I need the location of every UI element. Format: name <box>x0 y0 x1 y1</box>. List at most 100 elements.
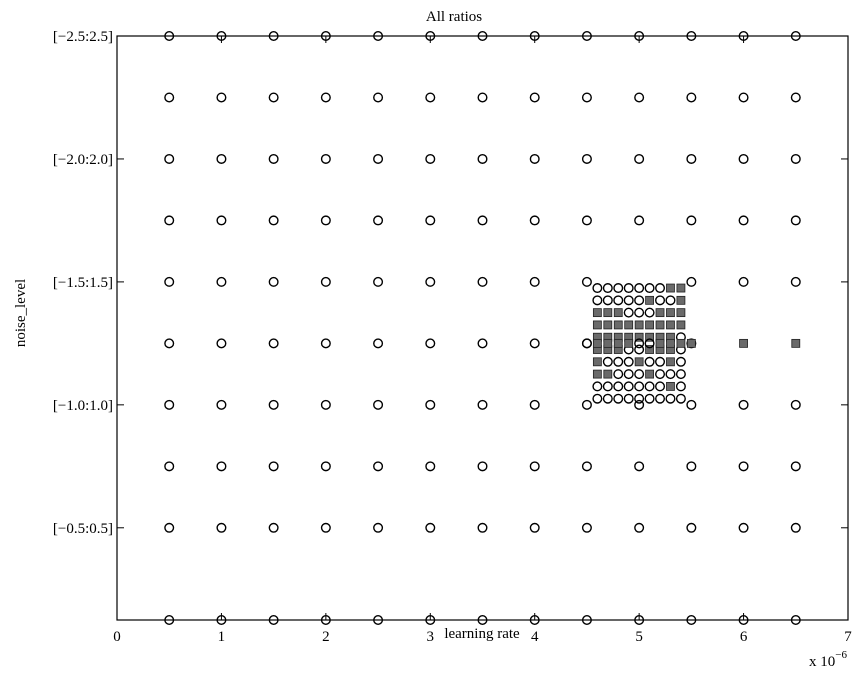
data-point-circle <box>790 153 801 164</box>
data-point-circle <box>738 615 749 626</box>
data-point-circle <box>665 295 676 306</box>
data-point-circle <box>655 283 666 294</box>
data-point-circle <box>320 615 331 626</box>
data-point-circle <box>425 615 436 626</box>
data-point-circle <box>425 399 436 410</box>
plot-area-frame <box>116 35 849 621</box>
data-point-circle <box>268 153 279 164</box>
data-point-square <box>655 308 665 318</box>
data-point-circle <box>738 31 749 42</box>
data-point-square <box>634 320 644 330</box>
data-point-circle <box>634 369 645 380</box>
data-point-circle <box>602 393 613 404</box>
data-point-circle <box>790 522 801 533</box>
data-point-circle <box>613 295 624 306</box>
x-tick-label: 1 <box>218 629 226 645</box>
data-point-circle <box>529 461 540 472</box>
data-point-circle <box>425 31 436 42</box>
data-point-circle <box>216 153 227 164</box>
data-point-circle <box>268 615 279 626</box>
data-point-circle <box>634 461 645 472</box>
data-point-circle <box>655 295 666 306</box>
data-point-circle <box>592 283 603 294</box>
data-point-square <box>592 369 602 379</box>
data-point-square <box>666 308 675 318</box>
data-point-circle <box>268 461 279 472</box>
data-point-circle <box>477 31 488 42</box>
data-point-square <box>686 338 696 348</box>
data-point-circle <box>634 31 645 42</box>
data-point-circle <box>477 615 488 626</box>
data-point-circle <box>581 153 592 164</box>
data-point-circle <box>602 283 613 294</box>
data-point-circle <box>216 338 227 349</box>
y-tick-label: [−2.5:2.5] <box>53 29 113 45</box>
data-point-circle <box>655 381 666 392</box>
data-point-circle <box>686 399 697 410</box>
x-tick-label: 3 <box>427 629 435 645</box>
data-point-square <box>592 338 602 348</box>
data-point-circle <box>529 338 540 349</box>
data-point-circle <box>623 307 634 318</box>
chart-title: All ratios <box>426 9 482 25</box>
data-point-circle <box>320 153 331 164</box>
data-point-circle <box>738 461 749 472</box>
x-axis: 0 1 2 3 4 5 6 7 <box>113 36 852 645</box>
data-point-square <box>791 338 801 348</box>
data-point-circle <box>320 461 331 472</box>
data-point-circle <box>373 215 384 226</box>
data-point-circle <box>373 92 384 103</box>
data-point-square <box>655 320 665 330</box>
data-point-circle <box>686 461 697 472</box>
data-point-circle <box>268 276 279 287</box>
data-point-circle <box>623 283 634 294</box>
data-point-square <box>666 381 675 391</box>
data-point-square <box>676 320 686 330</box>
data-point-circle <box>477 522 488 533</box>
data-point-circle <box>529 215 540 226</box>
data-point-circle <box>634 338 645 349</box>
data-point-circle <box>581 31 592 42</box>
data-point-circle <box>216 92 227 103</box>
data-point-circle <box>623 393 634 404</box>
data-point-square <box>613 308 623 318</box>
data-point-circle <box>320 399 331 410</box>
y-axis: [−0.5:0.5] [−1.0:1.0] [−1.5:1.5] [−2.0:2.0]… <box>53 29 848 537</box>
data-point-square <box>645 345 654 354</box>
data-point-circle <box>675 393 686 404</box>
x-tick-label: 0 <box>113 629 121 645</box>
data-point-circle <box>738 215 749 226</box>
data-point-circle <box>164 399 175 410</box>
data-point-circle <box>675 369 686 380</box>
data-point-square <box>666 338 675 348</box>
data-point-circle <box>529 153 540 164</box>
data-point-circle <box>655 356 666 367</box>
data-point-circle <box>790 399 801 410</box>
data-point-circle <box>425 461 436 472</box>
data-point-square <box>676 283 686 293</box>
data-point-square <box>645 320 654 330</box>
data-point-square <box>603 369 613 379</box>
data-point-circle <box>790 276 801 287</box>
data-point-circle <box>644 283 655 294</box>
data-point-circle <box>216 522 227 533</box>
data-point-square <box>676 295 686 305</box>
data-point-circle <box>164 153 175 164</box>
y-tick-label: [−0.5:0.5] <box>53 521 113 537</box>
data-point-circle <box>634 381 645 392</box>
y-tick-label: [−1.5:1.5] <box>53 275 113 291</box>
data-point-circle <box>623 369 634 380</box>
data-point-square <box>666 283 675 293</box>
data-point-circle <box>164 276 175 287</box>
data-point-circle <box>425 153 436 164</box>
data-point-circle <box>613 381 624 392</box>
data-point-circle <box>790 615 801 626</box>
data-point-circle <box>164 615 175 626</box>
data-point-circle <box>644 393 655 404</box>
data-point-circle <box>581 522 592 533</box>
data-point-circle <box>738 92 749 103</box>
data-point-square <box>666 357 675 367</box>
data-point-circle <box>581 92 592 103</box>
data-point-circle <box>665 393 676 404</box>
data-point-square <box>676 338 686 348</box>
